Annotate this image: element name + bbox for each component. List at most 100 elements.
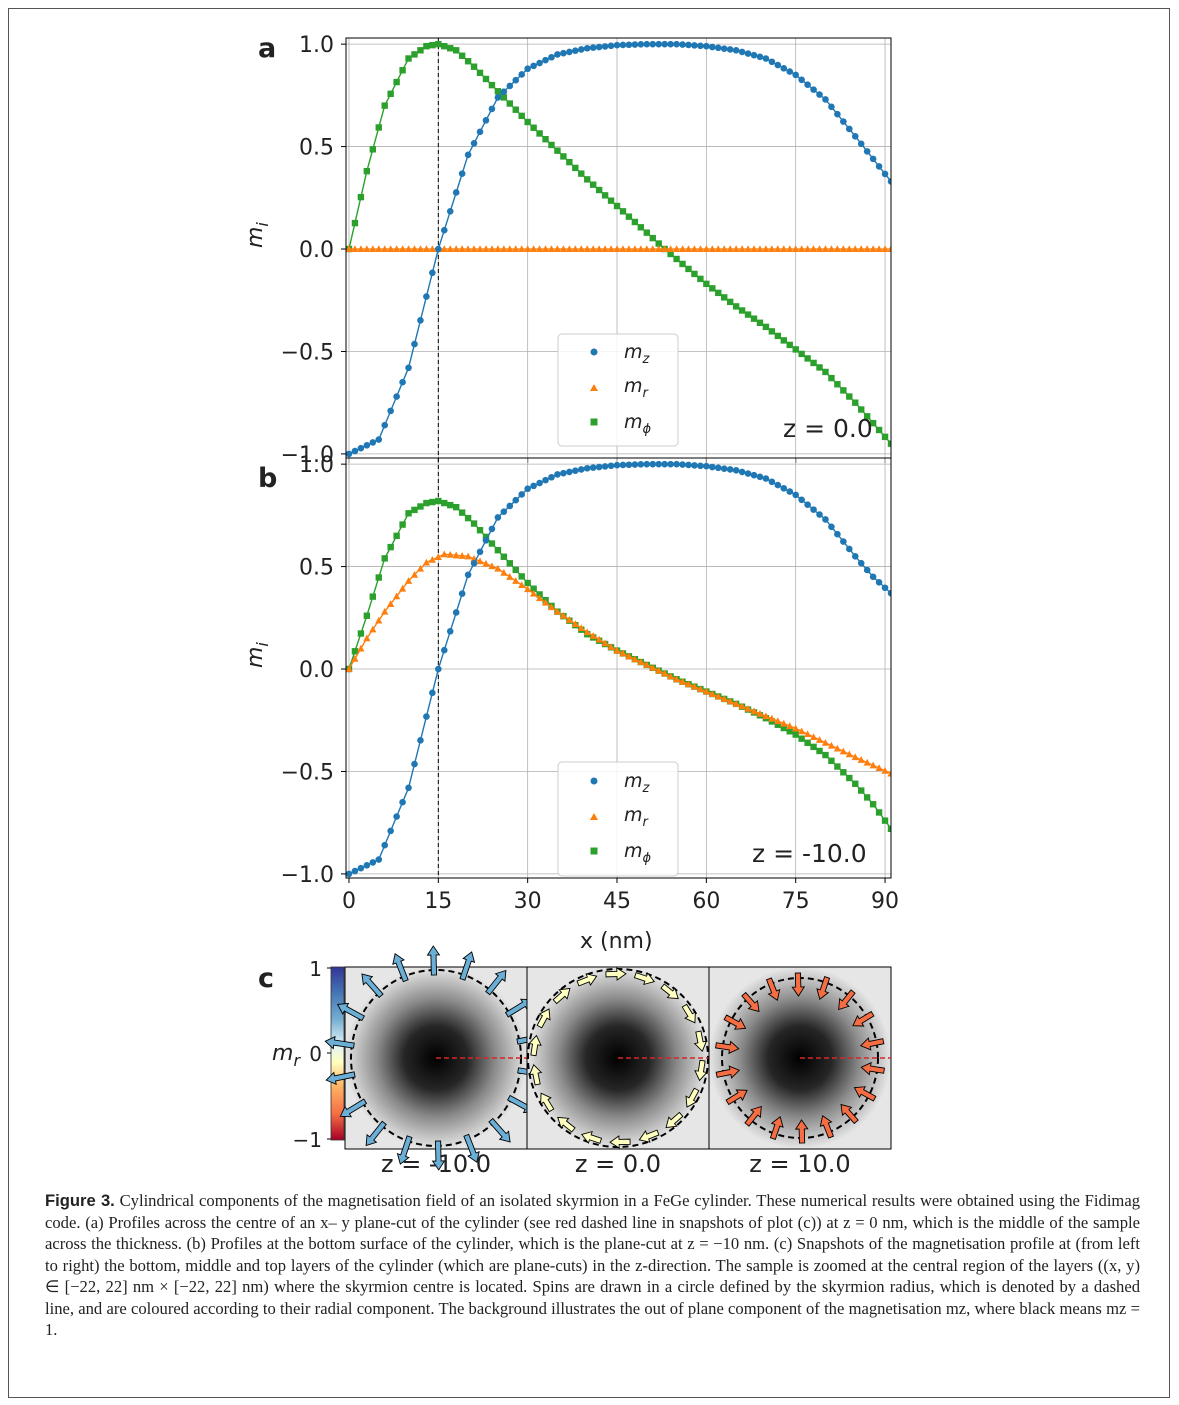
legend-mr-marker-b <box>590 813 598 820</box>
point-mphi-b-23 <box>482 533 490 541</box>
spin-arrow-icon <box>638 1129 660 1143</box>
point-mr-a-89 <box>875 245 883 253</box>
point-mz-b-49 <box>637 461 645 468</box>
point-mz-b-20 <box>464 571 472 579</box>
point-mz-b-71 <box>768 478 776 486</box>
point-mz-a-32 <box>536 59 543 67</box>
point-mr-a-34 <box>547 245 556 253</box>
point-mz-b-62 <box>714 464 722 472</box>
point-mphi-b-6 <box>381 555 388 562</box>
point-mphi-b-89 <box>875 809 883 816</box>
point-mr-b-77 <box>804 730 812 738</box>
point-mr-a-57 <box>684 245 693 253</box>
spin-arrow-icon <box>339 1098 368 1118</box>
point-mz-a-91 <box>887 178 891 185</box>
point-mz-a-33 <box>542 56 549 64</box>
point-mr-b-63 <box>720 695 728 702</box>
point-mr-b-62 <box>714 692 722 700</box>
point-mz-b-65 <box>732 466 740 474</box>
point-mr-b-25 <box>494 564 502 572</box>
point-mz-b-16 <box>440 646 448 654</box>
ytick-label-4-a: 1.0 <box>299 33 334 58</box>
point-mz-a-27 <box>506 82 514 90</box>
point-mr-a-2 <box>357 245 365 253</box>
point-mz-b-4 <box>369 859 377 866</box>
point-mr-b-12 <box>416 564 425 572</box>
point-mz-a-47 <box>625 41 633 49</box>
point-mphi-b-11 <box>411 506 418 514</box>
point-mz-a-9 <box>399 378 406 386</box>
point-mr-a-77 <box>804 245 812 253</box>
point-mr-a-90 <box>881 245 889 253</box>
point-mz-b-25 <box>494 514 502 521</box>
point-mphi-b-2 <box>357 630 365 637</box>
point-mr-a-42 <box>595 245 603 253</box>
point-mr-b-56 <box>678 677 687 685</box>
legend-mz-marker-b <box>590 777 598 785</box>
colorbar-tick-bottom: −1 <box>293 1128 322 1152</box>
point-mphi-b-91 <box>887 825 891 833</box>
point-mphi-b-87 <box>863 794 871 801</box>
point-mz-a-79 <box>816 91 823 98</box>
point-mphi-a-68 <box>750 315 758 322</box>
ytick-label-0-a: −1.0 <box>281 443 334 468</box>
point-mz-b-84 <box>846 545 853 553</box>
spin-arrow-icon <box>685 1087 700 1108</box>
point-mr-a-81 <box>827 245 836 253</box>
point-mr-b-28 <box>512 577 520 584</box>
point-mz-b-34 <box>548 473 555 481</box>
point-mr-b-20 <box>464 552 472 560</box>
point-mr-b-47 <box>625 652 633 660</box>
plot-area-b <box>346 460 891 878</box>
point-mr-a-22 <box>476 245 484 253</box>
panel-label-a: a <box>258 33 276 64</box>
point-mr-a-59 <box>696 245 704 253</box>
point-mz-a-50 <box>643 40 651 48</box>
point-mphi-a-39 <box>578 170 585 177</box>
point-mr-a-5 <box>375 245 383 253</box>
point-mz-b-66 <box>738 468 746 476</box>
x-axis-label: x (nm) <box>580 929 653 954</box>
point-mz-a-76 <box>798 76 805 84</box>
point-mr-b-37 <box>565 616 573 623</box>
point-mphi-a-18 <box>452 47 460 54</box>
point-mz-a-16 <box>440 226 448 234</box>
point-mz-a-65 <box>732 46 740 54</box>
point-mr-b-75 <box>792 724 800 732</box>
point-mr-a-18 <box>452 245 460 253</box>
point-mr-b-81 <box>827 741 836 749</box>
point-mphi-b-22 <box>476 527 484 534</box>
point-mr-b-51 <box>649 663 657 671</box>
point-mphi-a-9 <box>399 67 406 74</box>
point-mz-b-64 <box>726 466 734 473</box>
spin-arrow-icon <box>741 991 760 1013</box>
svg-text:mi: mi <box>243 222 272 248</box>
point-mz-b-45 <box>613 461 621 469</box>
point-mz-a-17 <box>446 208 454 215</box>
point-mz-a-62 <box>714 44 722 52</box>
point-mphi-a-7 <box>387 90 394 98</box>
point-mz-a-3 <box>363 441 371 449</box>
point-mphi-b-77 <box>804 739 811 746</box>
point-mphi-a-23 <box>482 75 490 83</box>
point-mz-b-31 <box>530 482 537 490</box>
point-mz-b-7 <box>387 827 394 835</box>
point-mz-b-41 <box>589 464 597 471</box>
point-mz-b-23 <box>482 537 490 544</box>
point-mr-b-13 <box>422 558 431 566</box>
point-mr-b-54 <box>667 672 675 680</box>
point-mphi-b-15 <box>435 497 442 505</box>
panel-a: a −1.0 −0.5 0.0 0.5 1.0 mi mz mr mϕ z = 0.0 <box>243 33 892 468</box>
point-mphi-b-29 <box>518 573 525 580</box>
point-mr-b-29 <box>518 581 526 589</box>
point-mphi-b-26 <box>500 553 508 560</box>
spin-arrow-icon <box>528 1064 543 1086</box>
spin-arrow-icon <box>693 1030 708 1052</box>
point-mr-b-84 <box>845 750 853 758</box>
point-mphi-a-36 <box>560 153 567 160</box>
point-mz-a-88 <box>869 155 877 163</box>
point-mz-a-0 <box>346 450 353 458</box>
point-mz-a-43 <box>601 43 609 50</box>
point-mphi-a-85 <box>852 399 859 406</box>
point-mr-a-28 <box>512 245 520 253</box>
